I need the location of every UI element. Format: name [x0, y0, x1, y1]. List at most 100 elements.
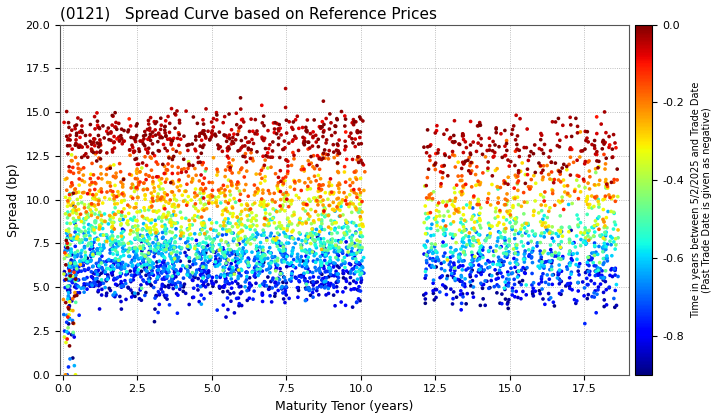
Point: [271, 208, 282, 215]
Point: [107, 225, 119, 232]
Point: [278, 296, 289, 302]
Point: [194, 214, 205, 221]
Point: [72, 160, 84, 167]
Point: [60, 210, 71, 217]
Point: [484, 135, 495, 142]
Point: [166, 140, 177, 147]
Point: [192, 249, 203, 256]
Point: [313, 194, 325, 200]
Point: [546, 118, 558, 125]
Point: [156, 223, 168, 230]
Point: [284, 261, 295, 268]
Point: [183, 141, 194, 148]
Point: [269, 280, 281, 286]
Point: [600, 302, 612, 308]
Point: [151, 209, 163, 215]
Point: [215, 185, 227, 192]
Point: [129, 255, 140, 261]
Point: [112, 249, 123, 256]
Point: [526, 282, 538, 289]
Point: [474, 122, 486, 129]
Point: [453, 254, 464, 260]
Point: [126, 142, 138, 149]
Point: [523, 232, 534, 239]
Point: [333, 150, 345, 156]
Point: [71, 281, 82, 288]
Point: [74, 239, 86, 246]
Point: [233, 275, 244, 282]
Point: [190, 251, 202, 258]
Point: [451, 182, 462, 189]
Point: [350, 229, 361, 236]
Point: [493, 283, 505, 290]
Point: [320, 252, 332, 259]
Point: [280, 85, 292, 92]
Point: [161, 275, 172, 282]
Point: [68, 236, 79, 243]
Point: [85, 258, 96, 265]
Point: [137, 226, 148, 233]
Point: [251, 244, 263, 251]
Point: [82, 281, 94, 288]
Point: [63, 226, 74, 232]
Point: [430, 150, 441, 157]
Point: [340, 302, 351, 309]
Point: [84, 282, 96, 289]
Point: [89, 229, 100, 236]
Point: [110, 259, 122, 265]
Point: [539, 301, 551, 308]
Point: [257, 262, 269, 269]
Point: [318, 248, 330, 255]
Point: [117, 283, 128, 289]
Point: [475, 243, 487, 249]
Point: [129, 290, 140, 297]
Point: [503, 157, 514, 163]
Point: [279, 258, 290, 265]
Point: [454, 227, 465, 234]
Point: [168, 248, 179, 255]
Point: [598, 297, 610, 303]
Point: [139, 207, 150, 214]
Point: [158, 141, 169, 148]
Point: [151, 228, 163, 235]
Point: [160, 248, 171, 255]
Point: [297, 200, 309, 206]
Point: [312, 172, 324, 179]
Point: [469, 227, 481, 234]
Point: [549, 202, 561, 209]
Point: [562, 280, 574, 287]
Point: [537, 296, 549, 302]
Point: [465, 151, 477, 158]
Point: [456, 188, 467, 195]
Point: [119, 138, 130, 144]
Point: [76, 247, 88, 254]
Point: [78, 276, 89, 282]
Point: [354, 271, 366, 278]
Point: [314, 166, 325, 173]
Point: [553, 241, 564, 248]
Point: [231, 295, 243, 302]
Point: [299, 247, 310, 254]
Point: [575, 129, 586, 135]
Point: [582, 281, 593, 288]
Point: [460, 226, 472, 233]
Point: [172, 279, 184, 286]
Point: [287, 136, 299, 143]
Point: [593, 163, 605, 170]
Point: [333, 244, 345, 251]
Point: [222, 200, 234, 207]
Point: [488, 153, 500, 160]
Point: [132, 255, 144, 262]
Point: [338, 260, 349, 266]
Point: [251, 190, 263, 197]
Point: [220, 260, 232, 267]
Point: [189, 165, 201, 172]
Point: [233, 218, 244, 224]
Point: [294, 178, 305, 184]
Point: [302, 265, 314, 272]
Point: [66, 191, 77, 198]
Point: [543, 171, 554, 178]
Point: [171, 254, 183, 261]
Point: [228, 230, 239, 236]
Point: [197, 116, 209, 123]
